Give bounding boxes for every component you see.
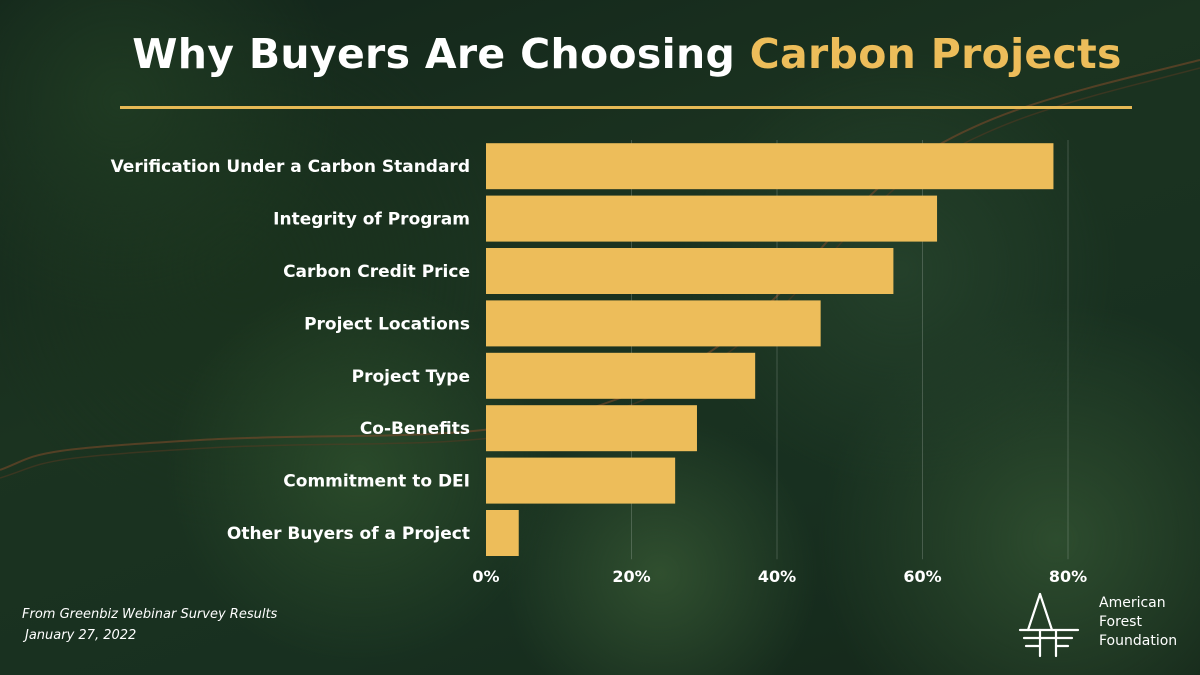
logo-line-2: Forest [1099,614,1142,630]
bar [486,143,1054,190]
source-note: From Greenbiz Webinar Survey Results Jan… [22,604,277,646]
category-label: Verification Under a Carbon Standard [111,157,470,177]
logo-line-3: Foundation [1099,633,1178,649]
x-tick-label: 80% [1049,567,1087,586]
bar [486,510,519,556]
title-underline [120,106,1132,109]
bar-chart: Verification Under a Carbon Standard Inte… [111,143,1087,586]
title-main: Why Buyers Are Choosing [132,30,736,78]
category-label: Co-Benefits [360,419,470,439]
bar [486,195,938,242]
title-accent: Carbon Projects [749,30,1122,78]
category-label: Carbon Credit Price [283,262,470,282]
logo-line-1: American [1099,595,1166,611]
source-line-1: From Greenbiz Webinar Survey Results [22,607,278,622]
category-label: Project Type [352,367,470,387]
logo-wordmark: American Forest Foundation [1099,594,1177,651]
bar [486,248,894,294]
bar [486,405,697,452]
x-tick-label: 20% [612,567,650,586]
bar [486,352,756,399]
category-label: Commitment to DEI [283,472,470,492]
x-tick-label: 0% [472,567,499,586]
tree-letters-icon [1018,592,1080,658]
source-line-2: January 27, 2022 [25,628,137,643]
x-tick-label: 60% [903,567,941,586]
chart-title: Why Buyers Are Choosing Carbon Projects [0,30,1200,78]
x-tick-label: 40% [758,567,796,586]
category-label: Project Locations [304,314,470,334]
bar [486,457,676,504]
bar [486,300,821,347]
category-label: Integrity of Program [273,210,470,230]
category-label: Other Buyers of a Project [227,524,470,544]
